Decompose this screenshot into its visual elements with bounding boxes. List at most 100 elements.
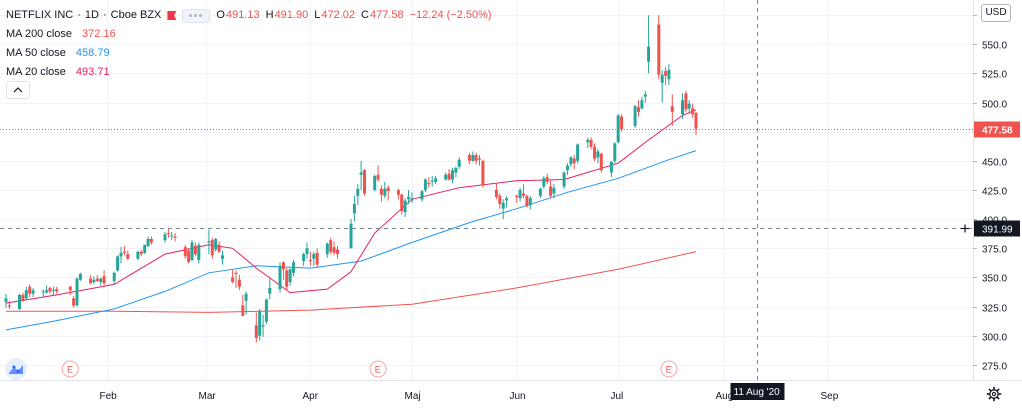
- candle: [501, 199, 505, 220]
- earnings-label: E: [375, 365, 381, 375]
- candle-body: [166, 233, 170, 235]
- candle: [593, 143, 596, 161]
- earnings-marker[interactable]: E: [660, 360, 678, 378]
- candle: [670, 94, 674, 126]
- candle-body: [633, 106, 637, 126]
- low-value: 472.02: [321, 9, 355, 21]
- candle: [31, 287, 35, 298]
- candle-body: [231, 277, 235, 283]
- candle-body: [352, 204, 356, 214]
- candle-body: [136, 251, 140, 259]
- candle: [379, 185, 383, 202]
- logo-icon[interactable]: [5, 358, 27, 380]
- candle: [528, 195, 532, 210]
- interval-label[interactable]: 1D: [84, 9, 99, 21]
- candle: [149, 236, 153, 245]
- open-key: O: [216, 9, 225, 21]
- chart-legend: NETFLIX INC · 1D · Cboe BZX O 491.13 H 491…: [6, 6, 492, 82]
- candle-body: [315, 252, 319, 265]
- open-value: 491.13: [225, 9, 260, 21]
- candle-body: [363, 170, 366, 194]
- candle: [633, 104, 637, 129]
- ma-line: [6, 251, 697, 313]
- candle: [312, 251, 316, 266]
- candle: [589, 137, 593, 150]
- candle-body: [18, 294, 21, 309]
- x-tick-label: Mar: [199, 391, 217, 402]
- candle: [75, 277, 79, 307]
- candle-body: [647, 46, 651, 62]
- crosshair-date-tag: [730, 383, 785, 400]
- candle: [522, 184, 525, 199]
- candle: [454, 166, 458, 178]
- candle-body: [396, 190, 400, 195]
- candle: [420, 190, 424, 202]
- candle: [620, 114, 624, 132]
- ma-name: MA 200 close: [6, 28, 73, 40]
- candle: [494, 183, 498, 200]
- exchange-label: Cboe BZX: [110, 9, 162, 21]
- flag-icon[interactable]: [167, 11, 176, 20]
- earnings-marker[interactable]: E: [61, 360, 79, 378]
- legend-ma-row[interactable]: MA 50 close 458.79: [6, 44, 492, 63]
- candle: [102, 270, 106, 286]
- candle-body: [434, 178, 438, 182]
- candle: [430, 176, 434, 187]
- candle-body: [586, 139, 590, 143]
- candle-body: [264, 299, 268, 322]
- high-key: H: [265, 9, 274, 21]
- candle: [278, 262, 282, 293]
- more-dots-icon[interactable]: [182, 8, 211, 23]
- candle: [315, 248, 319, 269]
- candle: [244, 291, 248, 315]
- candle-body: [187, 250, 191, 263]
- candle-body: [494, 190, 498, 197]
- earnings-marker[interactable]: E: [369, 360, 387, 378]
- candle: [112, 271, 116, 285]
- candle-body: [386, 187, 390, 192]
- candle-body: [400, 194, 404, 211]
- earnings-circle: [369, 360, 387, 378]
- candle-body: [423, 179, 427, 190]
- candle-body: [244, 293, 248, 301]
- close-key: C: [361, 9, 369, 21]
- add-alert-plus-icon[interactable]: [961, 224, 969, 233]
- candle-body: [119, 252, 123, 257]
- currency-button[interactable]: USD: [981, 4, 1011, 22]
- y-tick-label: 500.0: [982, 100, 1007, 111]
- candle: [616, 114, 620, 144]
- gear-icon[interactable]: [986, 386, 1002, 402]
- candle-body: [143, 244, 147, 253]
- candle-body: [190, 242, 194, 260]
- candle: [264, 298, 268, 324]
- candle: [51, 286, 55, 295]
- legend-ma-row[interactable]: MA 200 close 372.16: [6, 25, 492, 44]
- candle: [217, 241, 221, 253]
- candle: [427, 177, 431, 188]
- ma-value: 372.16: [82, 28, 116, 40]
- candle: [261, 314, 265, 337]
- collapse-legend-button[interactable]: [6, 81, 30, 99]
- ma-name: MA 50 close: [6, 47, 66, 59]
- legend-dot: ·: [77, 9, 81, 21]
- candle-body: [515, 195, 519, 197]
- y-tick-label: 275.0: [982, 362, 1007, 373]
- candle: [292, 259, 295, 277]
- candle-body: [28, 286, 32, 294]
- candle-body: [288, 269, 292, 283]
- candle-body: [24, 290, 28, 299]
- earnings-circle: [660, 360, 678, 378]
- candle: [457, 157, 461, 169]
- candle-body: [234, 272, 238, 274]
- candle-body: [325, 243, 329, 255]
- symbol-name[interactable]: NETFLIX INC: [6, 9, 74, 21]
- candle: [566, 163, 569, 175]
- candle: [41, 289, 45, 298]
- candle-body: [383, 188, 387, 196]
- candle: [126, 250, 130, 260]
- y-tick-label: 350.0: [982, 274, 1007, 285]
- legend-ma-row[interactable]: MA 20 close 493.71: [6, 63, 492, 82]
- candle-body: [221, 255, 224, 259]
